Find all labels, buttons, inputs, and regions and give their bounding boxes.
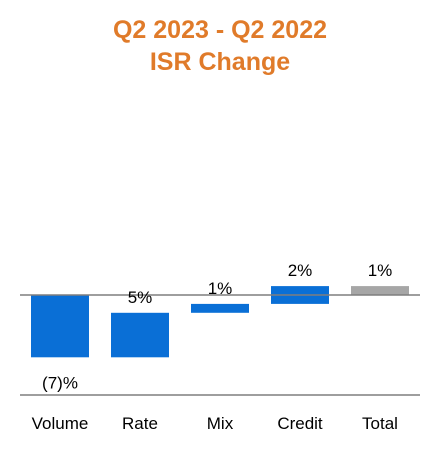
- chart-title-block: Q2 2023 - Q2 2022 ISR Change: [0, 14, 440, 78]
- data-label-total: 1%: [368, 261, 393, 280]
- bar-mix: [191, 303, 249, 313]
- category-label-credit: Credit: [277, 414, 323, 433]
- category-label-volume: Volume: [32, 414, 89, 433]
- chart-subtitle: ISR Change: [149, 48, 291, 76]
- data-label-mix: 1%: [208, 279, 233, 298]
- bar-rate: [111, 312, 169, 358]
- category-label-total: Total: [362, 414, 398, 433]
- category-label-group: Volume Rate Mix Credit Total: [32, 414, 398, 433]
- data-label-credit: 2%: [288, 261, 313, 280]
- bar-total: [351, 286, 409, 295]
- data-label-group: (7)% 5% 1% 2% 1%: [42, 261, 392, 392]
- bar-volume: [31, 295, 89, 358]
- data-label-volume: (7)%: [42, 373, 78, 392]
- chart-title: Q2 2023 - Q2 2022: [112, 16, 328, 44]
- data-label-rate: 5%: [128, 288, 153, 307]
- category-label-mix: Mix: [207, 414, 234, 433]
- category-label-rate: Rate: [122, 414, 158, 433]
